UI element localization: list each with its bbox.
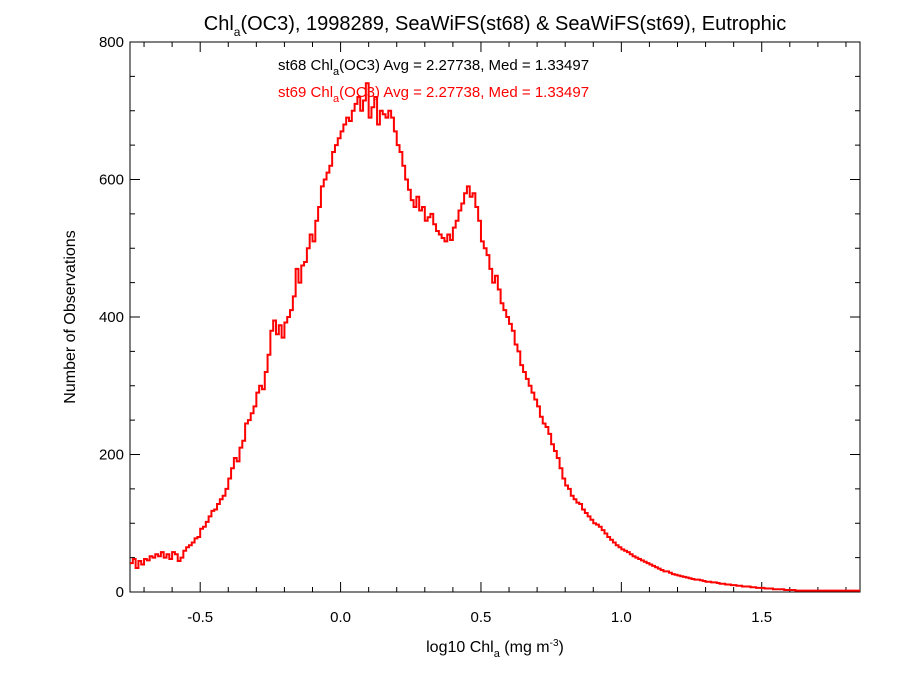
x-axis-label-end: ) [559, 639, 564, 656]
x-tick-label: 0.0 [330, 609, 351, 626]
y-tick-label: 400 [99, 309, 124, 326]
y-tick-label: 0 [116, 584, 124, 601]
x-axis-label-sup: -3 [550, 638, 559, 649]
y-tick-label: 200 [99, 447, 124, 464]
y-tick-labels: 0 200 400 600 800 [99, 34, 124, 601]
x-tick-label: -0.5 [187, 609, 213, 626]
x-axis-label-rest: (mg m [500, 639, 550, 656]
axis-ticks [130, 41, 860, 593]
y-tick-label: 800 [99, 34, 124, 51]
annotation-st68: st68 Chla(OC3) Avg = 2.27738, Med = 1.33… [278, 57, 589, 78]
annotation-st68-pre: st68 Chl [278, 57, 333, 74]
x-tick-label: 1.0 [611, 609, 632, 626]
x-tick-label: 0.5 [471, 609, 492, 626]
plot-frame [129, 41, 861, 593]
x-axis-label: log10 Chla (mg m-3) [426, 638, 564, 660]
annotation-st69: st69 Chla(OC3) Avg = 2.27738, Med = 1.33… [278, 84, 589, 105]
x-tick-labels: -0.5 0.0 0.5 1.0 1.5 [187, 609, 772, 626]
x-tick-label: 1.5 [751, 609, 772, 626]
annotation-st68-post: (OC3) Avg = 2.27738, Med = 1.33497 [339, 57, 589, 74]
x-axis-label-main: log10 Chl [426, 639, 494, 656]
annotation-st69-pre: st69 Chl [278, 84, 333, 101]
y-axis-label: Number of Observations [62, 230, 79, 403]
chart-title-main: Chl [204, 13, 234, 35]
chart-title: Chla(OC3), 1998289, SeaWiFS(st68) & SeaW… [204, 13, 786, 39]
series-line-st69 [130, 82, 860, 592]
annotation-st69-post: (OC3) Avg = 2.27738, Med = 1.33497 [339, 84, 589, 101]
x-axis-label-sub: a [494, 648, 501, 660]
annotation-st69-sub: a [333, 93, 340, 105]
y-tick-label: 600 [99, 172, 124, 189]
series-layer [130, 82, 860, 592]
chart-title-sub: a [234, 25, 241, 39]
chart-title-rest: (OC3), 1998289, SeaWiFS(st68) & SeaWiFS(… [240, 13, 786, 35]
annotation-st68-sub: a [333, 66, 340, 78]
